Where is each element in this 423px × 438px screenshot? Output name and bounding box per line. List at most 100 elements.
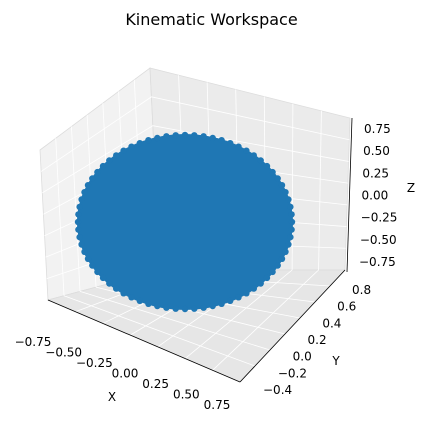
data-point	[89, 262, 96, 269]
data-point	[181, 131, 189, 139]
x-tick-label: −0.25	[76, 356, 113, 370]
data-point	[288, 226, 295, 233]
data-point	[145, 137, 152, 144]
data-point	[218, 300, 225, 307]
z-tick-label: 0.50	[363, 144, 390, 158]
data-point	[94, 168, 101, 176]
data-point	[106, 157, 113, 164]
data-point	[287, 203, 294, 211]
x-tick-label: −0.50	[45, 346, 82, 360]
data-point	[78, 196, 85, 203]
gridline	[55, 138, 65, 296]
data-point	[81, 189, 88, 196]
x-tick-label: 0.75	[204, 398, 231, 412]
data-point	[120, 147, 127, 154]
data-point	[120, 290, 127, 297]
data-point	[191, 132, 198, 139]
x-axis-label: X	[108, 390, 116, 404]
data-point	[191, 305, 198, 312]
data-point	[172, 132, 179, 139]
z-axis-line	[346, 117, 353, 273]
data-point	[145, 300, 152, 307]
x-tick-label: 0.00	[112, 367, 139, 381]
x-tick-label: 0.50	[173, 388, 200, 402]
gridline	[40, 96, 350, 172]
data-point	[218, 137, 225, 144]
gridline	[212, 269, 319, 371]
y-tick-label: 0.6	[337, 300, 356, 314]
data-point	[285, 241, 292, 248]
data-point	[263, 274, 271, 282]
axis-lines	[47, 117, 353, 383]
data-point	[154, 302, 161, 310]
data-point	[181, 305, 189, 313]
data-point	[227, 297, 234, 304]
data-point	[113, 152, 120, 159]
z-tick-label: −0.25	[361, 211, 398, 225]
x-tick-label: −0.75	[15, 335, 52, 349]
y-tick-label: −0.4	[263, 383, 292, 397]
y-tick-labels: −0.4 −0.2 0.0 0.2 0.4 0.6 0.8	[263, 283, 371, 397]
gridline	[184, 269, 293, 359]
data-point	[172, 305, 179, 312]
z-tick-label: 0.00	[362, 189, 389, 203]
data-point	[243, 147, 250, 154]
y-tick-label: −0.2	[278, 366, 307, 380]
data-point	[285, 196, 292, 203]
data-point	[136, 297, 143, 304]
data-point	[163, 304, 170, 311]
data-point	[269, 168, 276, 176]
data-point	[269, 268, 276, 276]
y-axis-line	[239, 269, 346, 383]
data-point	[154, 134, 161, 142]
point-cloud-body	[77, 134, 293, 310]
data-point	[163, 133, 170, 140]
data-point	[209, 134, 216, 142]
data-point	[274, 175, 281, 182]
data-point	[75, 211, 82, 218]
y-tick-label: 0.8	[352, 283, 371, 297]
data-point	[89, 175, 96, 182]
data-point	[282, 189, 289, 196]
y-tick-label: 0.0	[293, 350, 312, 364]
data-point	[200, 304, 207, 311]
data-point	[250, 152, 257, 159]
data-point	[200, 133, 207, 140]
gridline	[291, 103, 294, 271]
chart-title: Kinematic Workspace	[125, 10, 298, 29]
z-tick-label: −0.75	[359, 255, 396, 269]
data-point	[288, 211, 295, 218]
data-point	[243, 290, 250, 297]
data-point	[84, 255, 92, 262]
y-axis-label: Y	[331, 354, 340, 368]
data-point	[257, 280, 264, 287]
data-point	[128, 294, 135, 301]
data-point	[278, 182, 286, 189]
data-point	[278, 255, 286, 262]
data-point	[235, 294, 242, 301]
data-point	[209, 302, 216, 310]
data-point	[263, 162, 271, 170]
data-point	[106, 280, 113, 287]
data-point	[113, 285, 120, 292]
data-point	[76, 203, 83, 211]
data-point	[74, 218, 82, 226]
data-point	[75, 226, 82, 233]
x-tick-labels: −0.75−0.50−0.250.000.25 0.50 0.75	[15, 335, 231, 412]
data-point-cloud	[74, 131, 296, 313]
data-point	[78, 241, 85, 248]
data-point	[288, 218, 296, 226]
data-point	[81, 248, 88, 255]
data-point	[287, 233, 294, 241]
data-point	[94, 268, 101, 276]
gridline	[63, 295, 256, 367]
data-point	[128, 143, 135, 150]
gridline	[318, 110, 322, 271]
data-point	[99, 274, 107, 282]
data-point	[250, 285, 257, 292]
y-tick-label: 0.4	[322, 316, 341, 330]
data-point	[84, 182, 92, 189]
data-point	[274, 262, 281, 269]
data-point	[227, 140, 234, 147]
